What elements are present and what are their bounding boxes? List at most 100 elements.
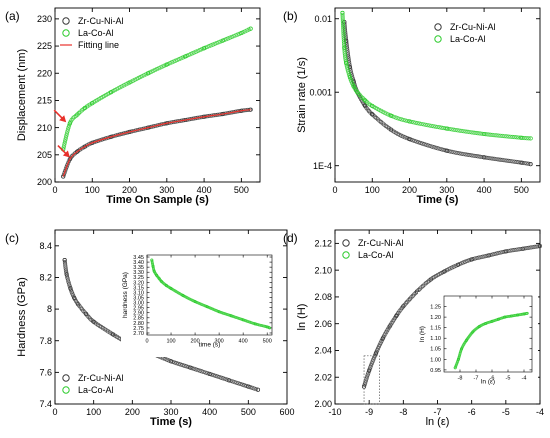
panel-1-zr-cu-ni-al-point: [435, 146, 440, 151]
panel-0-la-co-al-point: [65, 127, 70, 132]
panel-1-la-co-al-point: [465, 129, 470, 134]
panel-2-zr-cu-ni-al-point: [201, 369, 206, 375]
panel-1-zr-cu-ni-al-point: [402, 135, 408, 140]
panel-2-zr-cu-ni-al-data-point: [72, 295, 77, 301]
panel-1-la-co-al-data-point: [388, 113, 393, 118]
panel-2-x-tick-label: 600: [279, 407, 294, 417]
panel-1-x-tick-label: 300: [439, 185, 454, 195]
panel-2-zr-cu-ni-al-data-point: [68, 286, 73, 291]
panel-3-zr-cu-ni-al-point: [498, 250, 503, 255]
inset-2-la-co-al-point: [219, 310, 223, 314]
panel-2-zr-cu-ni-al-point: [222, 376, 228, 382]
panel-0-la-co-al-point: [194, 49, 199, 54]
panel-1-la-co-al-point: [341, 25, 346, 30]
panel-1-la-co-al-point: [508, 134, 513, 139]
panel-0-la-co-al-point: [61, 145, 66, 150]
panel-0-la-co-al-point: [237, 31, 242, 36]
panel-1-la-co-al-point: [411, 120, 416, 125]
panel-1-zr-cu-ni-al-point: [477, 154, 482, 159]
panel-1-zr-cu-ni-al-point: [433, 145, 439, 150]
panel-2-zr-cu-ni-al-point: [63, 264, 68, 269]
legend-circle-swatch: [62, 386, 70, 394]
panel-0-la-co-al-point: [171, 59, 176, 64]
legend-panel-0: Zr-Cu-Ni-Al La-Co-Al Fitting line: [60, 16, 124, 50]
inset-2-la-co-al-point: [252, 321, 256, 325]
panel-2-zr-cu-ni-al-point: [203, 370, 208, 375]
panel-1-zr-cu-ni-al-point: [463, 152, 468, 157]
panel-3-zr-cu-ni-al-point: [467, 258, 472, 263]
panel-0-la-co-al-data-point: [108, 90, 113, 95]
panel-1-la-co-al-data-point: [370, 103, 375, 109]
panel-1-la-co-al-data-point: [407, 119, 412, 124]
panel-3-zr-cu-ni-al-point: [463, 259, 468, 264]
inset-2-y-tick-label: 3.05: [133, 295, 144, 301]
inset-3-y-tick-label: 1.25: [430, 304, 441, 310]
panel-0-la-co-al-data-point: [183, 54, 188, 59]
panel-0-la-co-al-point: [192, 50, 197, 55]
inset-2-y-tick-label: 3.30: [133, 270, 144, 276]
inset-2-la-co-al-point: [150, 261, 154, 265]
inset-3-la-co-al-point: [459, 350, 462, 354]
panel-1-la-co-al-point: [524, 136, 529, 141]
panel-3-zr-cu-ni-al-point: [512, 247, 517, 252]
panel-3-zr-cu-ni-al-point: [482, 254, 487, 259]
inset-2-la-co-al-point: [220, 311, 224, 315]
panel-3-zr-cu-ni-al-data-point: [380, 336, 385, 341]
legend-entry-label: Zr-Cu-Ni-Al: [78, 16, 124, 26]
inset-3-y-tick-label: 1.10: [430, 336, 441, 342]
panel-1-la-co-al-point: [340, 16, 345, 22]
panel-2-zr-cu-ni-al-point: [65, 278, 71, 283]
panel-1-zr-cu-ni-al-data-point: [407, 137, 412, 142]
panel-2-y-tick-label: 7.6: [39, 368, 52, 378]
panel-2-zr-cu-ni-al-point: [215, 374, 220, 379]
panel-1-la-co-al-point: [341, 23, 346, 28]
panel-2-zr-cu-ni-al-point: [253, 387, 259, 392]
panel-0-la-co-al-point: [65, 129, 70, 134]
panel-1-la-co-al-point: [439, 125, 444, 130]
panel-1-la-co-al-point: [455, 128, 460, 133]
panel-0-zr-cu-ni-al-point: [66, 161, 71, 166]
panel-3-zr-cu-ni-al-data-point: [414, 289, 420, 294]
panel-3-x-tick-label: -10: [328, 407, 341, 417]
panel-2-x-tick-label: 300: [163, 407, 178, 417]
inset-2-la-co-al-data-point: [159, 279, 163, 283]
panel-0-la-co-al-data-point: [75, 112, 80, 117]
panel-2-zr-cu-ni-al-data-point: [110, 332, 116, 337]
panel-0-la-co-al-point: [218, 39, 223, 44]
panel-1-la-co-al-point: [475, 131, 480, 136]
inset-2-la-co-al-point: [257, 323, 261, 327]
panel-0-la-co-al-data-point: [202, 46, 207, 51]
panel-1-zr-cu-ni-al-point: [343, 36, 348, 41]
panel-1-la-co-al-point: [349, 79, 354, 84]
inset-3-la-co-al-point: [500, 316, 504, 320]
panel-1-zr-cu-ni-al-point: [493, 157, 499, 162]
panel-1-la-co-al-point: [477, 131, 482, 136]
panel-label: (b): [283, 9, 298, 23]
panel-1-la-co-al-data-point: [362, 98, 367, 103]
panel-3-zr-cu-ni-al-data-point: [401, 304, 406, 309]
panel-2-zr-cu-ni-al-point: [176, 361, 181, 366]
inset-2-x-tick-label: 100: [166, 339, 175, 345]
legend-circle-swatch: [342, 239, 350, 247]
panel-0-la-co-al-data-point: [90, 101, 95, 106]
panel-d: -10 -9 -8 -7 -6 -5 -4 2.00 2.02 2.04 2.06 2.08 2.10 2…: [283, 229, 544, 428]
inset-3-x-axis-label: ln (ε): [481, 379, 495, 386]
legend-circle-swatch: [62, 17, 70, 25]
panel-0-x-tick-label: 300: [159, 185, 174, 195]
panel-3-zr-cu-ni-al-point: [518, 247, 523, 252]
inset-3-la-co-al-data-point: [509, 314, 513, 318]
inset-2-la-co-al-point: [221, 311, 225, 315]
inset-2-la-co-al-point: [256, 323, 260, 327]
panel-1-la-co-al-series: [340, 10, 533, 141]
panel-1-x-axis-label: Time (s): [417, 194, 459, 206]
inset-panel-2: 0 100 200 300 400 500 2.702.752.802.852.902.95…: [121, 251, 278, 357]
panel-3-zr-cu-ni-al-data-point: [367, 368, 372, 373]
inset-3-la-co-al-point: [520, 312, 524, 316]
panel-1-la-co-al-point: [526, 136, 531, 141]
inset-2-y-tick-label: 3.40: [133, 260, 144, 266]
panel-1-la-co-al-point: [348, 77, 353, 82]
panel-2-zr-cu-ni-al-point: [67, 283, 72, 289]
panel-1-la-co-al-point: [397, 116, 402, 121]
inset-2-la-co-al-point: [255, 322, 258, 326]
inset-2-la-co-al-point: [245, 319, 249, 323]
